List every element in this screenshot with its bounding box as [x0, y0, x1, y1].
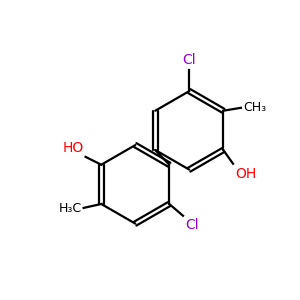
- Text: Cl: Cl: [185, 218, 199, 232]
- Text: HO: HO: [62, 141, 84, 155]
- Text: Cl: Cl: [182, 52, 196, 67]
- Text: H₃C: H₃C: [58, 202, 82, 215]
- Text: OH: OH: [235, 167, 256, 181]
- Text: CH₃: CH₃: [243, 101, 266, 114]
